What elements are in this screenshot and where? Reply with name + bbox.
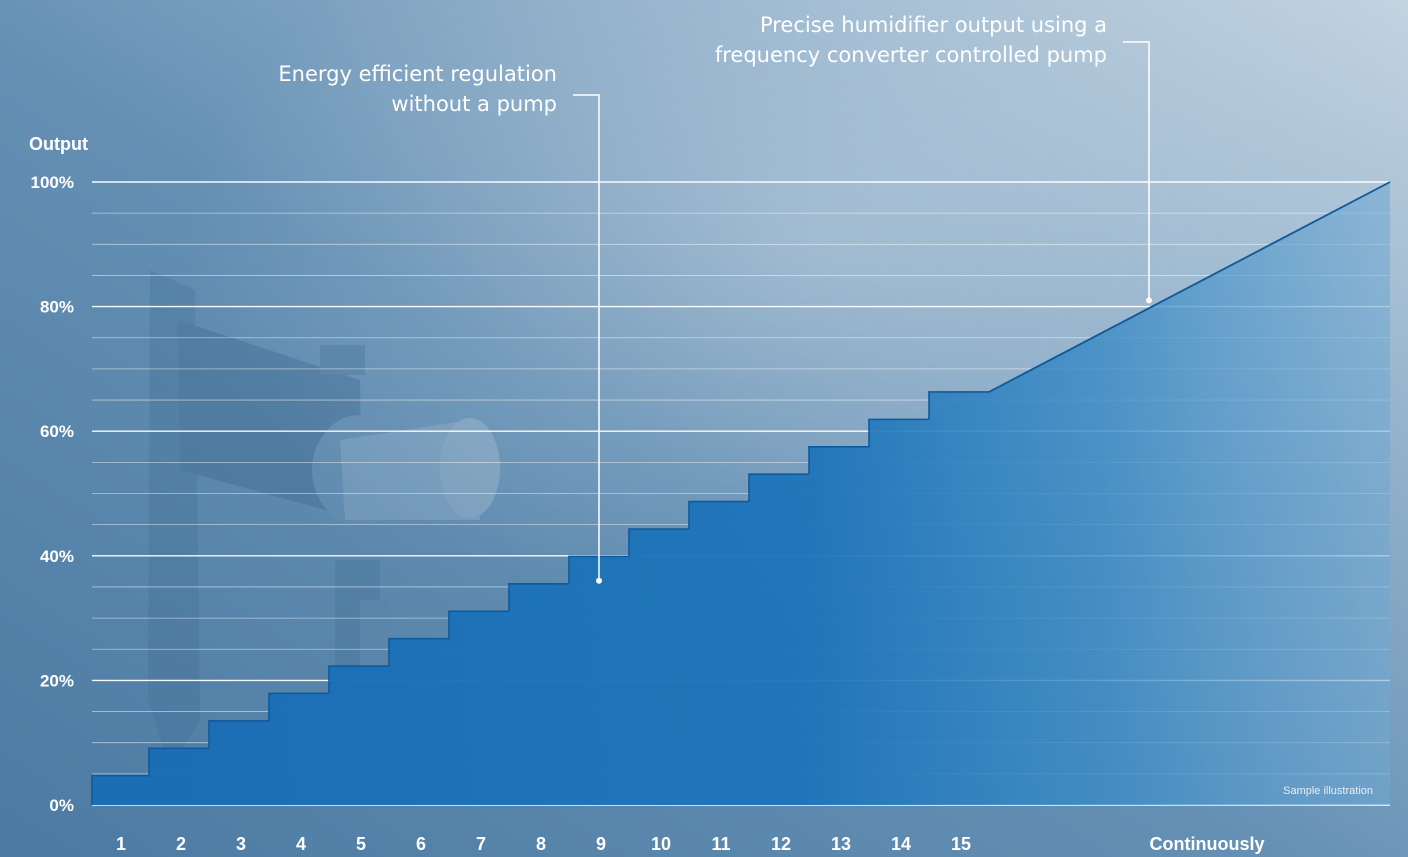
annotation-text: frequency converter controlled pump <box>715 43 1107 67</box>
step-4 <box>268 692 329 721</box>
x-tick-label: 13 <box>831 834 851 854</box>
area-fill <box>92 182 1390 805</box>
step-9 <box>568 555 629 584</box>
x-tick-label: 3 <box>236 834 246 854</box>
x-tick-label: 4 <box>296 834 306 854</box>
y-tick-label: 0% <box>49 796 74 815</box>
x-tick-label: 1 <box>116 834 126 854</box>
step-6 <box>388 637 449 667</box>
annotation-text: Energy efficient regulation <box>278 62 557 86</box>
x-tick-label: 7 <box>476 834 486 854</box>
annotation-text: Precise humidifier output using a <box>760 13 1107 37</box>
x-axis-ticks: 1 2 3 4 5 6 7 8 9 10 11 12 13 14 15 Continuously <box>116 834 1265 854</box>
humidifier-illustration <box>148 270 500 770</box>
annotation-dot <box>1146 297 1152 304</box>
step-1 <box>91 774 149 805</box>
x-tick-label: 14 <box>891 834 911 854</box>
x-tick-label: 6 <box>416 834 426 854</box>
annotation-dot <box>596 577 602 584</box>
step-15 <box>928 391 989 420</box>
x-tick-label: 15 <box>951 834 971 854</box>
x-tick-label: Continuously <box>1150 834 1265 854</box>
step-5 <box>328 665 389 694</box>
annotation-2: Precise humidifier output using a frequen… <box>715 13 1152 304</box>
step-14 <box>868 418 929 447</box>
step-10 <box>628 528 689 557</box>
annotation-leader <box>1123 41 1150 301</box>
x-tick-label: 9 <box>596 834 606 854</box>
y-axis-ticks: 100% 80% 60% 40% 20% 0% <box>31 173 74 815</box>
output-area <box>91 181 1391 805</box>
x-tick-label: 10 <box>651 834 671 854</box>
step-12 <box>748 473 809 502</box>
y-tick-label: 80% <box>40 298 74 317</box>
x-tick-label: 8 <box>536 834 546 854</box>
x-tick-label: 11 <box>711 834 730 854</box>
y-axis-label: Output <box>29 134 88 154</box>
x-tick-label: 2 <box>176 834 186 854</box>
step-3 <box>208 720 269 749</box>
continuous-line <box>988 181 1391 393</box>
annotation-leader <box>573 94 600 581</box>
step-7 <box>448 610 509 639</box>
annotation-1: Energy efficient regulation without a pum… <box>278 62 602 584</box>
sample-note: Sample illustration <box>1283 785 1373 797</box>
x-tick-label: 5 <box>356 834 366 854</box>
x-tick-label: 12 <box>771 834 791 854</box>
y-tick-label: 40% <box>40 547 74 566</box>
annotations: Energy efficient regulation without a pum… <box>278 13 1152 584</box>
y-tick-label: 60% <box>40 422 74 441</box>
y-tick-label: 100% <box>31 173 74 192</box>
step-11 <box>688 500 749 530</box>
step-2 <box>148 747 209 776</box>
step-13 <box>808 445 869 475</box>
annotation-text: without a pump <box>391 92 557 116</box>
step-8 <box>508 583 569 612</box>
y-tick-label: 20% <box>40 671 74 690</box>
